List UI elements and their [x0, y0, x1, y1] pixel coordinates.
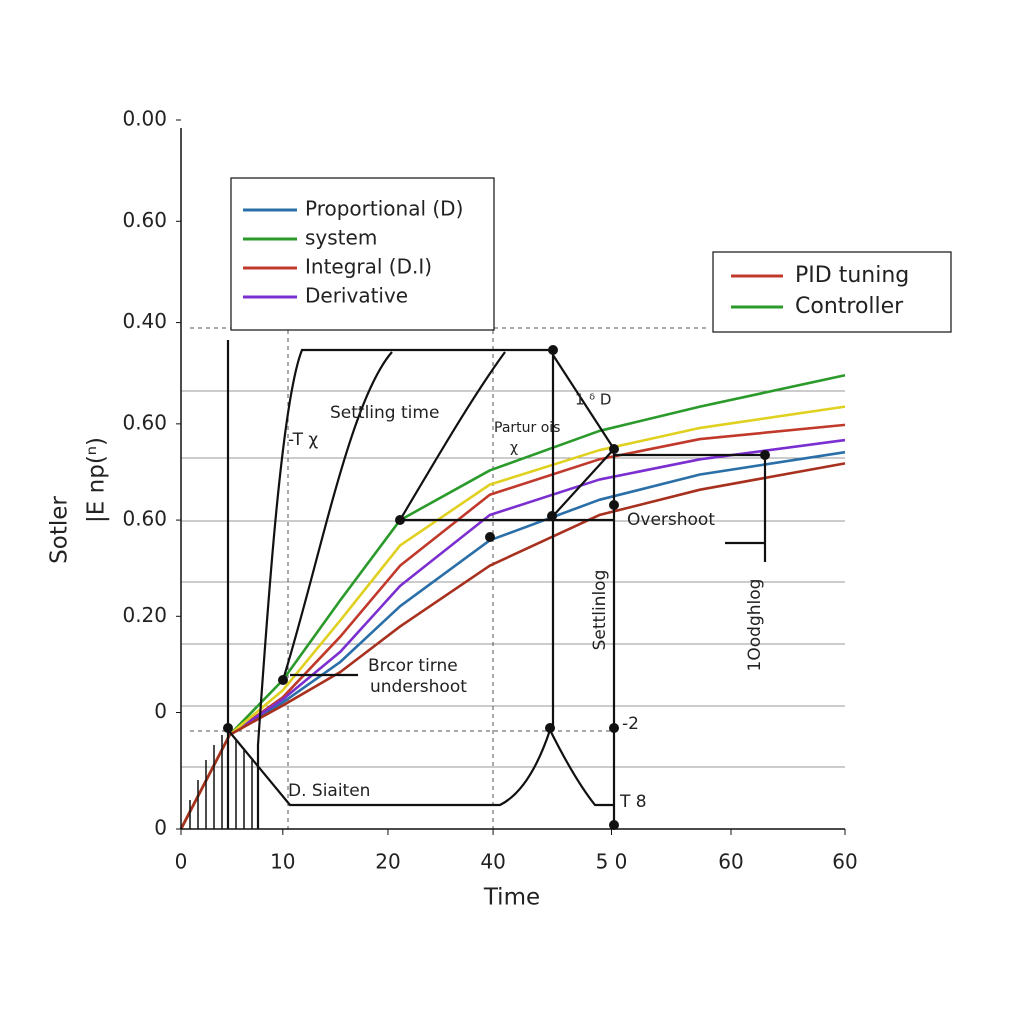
x-axis-title: Time: [483, 885, 540, 911]
annotation: -T χ: [288, 430, 318, 450]
y-tick-label: 0.60: [122, 208, 167, 232]
y-axis-title: |E np(ⁿ): [84, 437, 110, 523]
annotation: 1Oodghlog: [745, 579, 765, 672]
y-tick-label: 0: [154, 816, 167, 840]
annotation: -2: [622, 714, 639, 734]
annotation-shapes: [189, 340, 770, 830]
response-curve: [281, 351, 393, 681]
series-line: [179, 405, 846, 830]
annotation: undershoot: [370, 677, 467, 697]
x-tick-label: 60: [718, 850, 743, 874]
x-tick-label: 40: [480, 850, 505, 874]
annotation: 1 ᵟ D: [575, 391, 611, 409]
legend-label: Derivative: [305, 284, 408, 308]
legend: [712, 251, 952, 333]
y-tick-label: 0.60: [122, 507, 167, 531]
annotation: D. Siaiten: [288, 781, 370, 801]
x-tick-label: 0: [175, 850, 188, 874]
x-tick-label: 60: [832, 850, 857, 874]
annotation: Brcor tirne: [368, 656, 458, 676]
series-line: [179, 438, 846, 830]
response-curve: [399, 351, 506, 521]
annotations: Settling time -T χ Partur ois χ 1 ᵟ D Ov…: [288, 391, 765, 813]
x-tick-label: 20: [375, 850, 400, 874]
y-tick-label: 0.20: [122, 603, 167, 627]
dots: [223, 345, 770, 830]
legend: [230, 177, 495, 331]
x-tick-label: 5 0: [596, 850, 628, 874]
legend-label: Controller: [795, 294, 904, 319]
legend-label: Proportional (D): [305, 197, 463, 221]
response-curve: [256, 348, 553, 829]
series-line: [179, 462, 846, 830]
hatching: [189, 735, 253, 829]
annotation: Settling time: [330, 403, 439, 423]
y-tick-label: 0.40: [122, 309, 167, 333]
annotation: χ: [510, 440, 518, 456]
y-tick-label: 0.00: [122, 107, 167, 131]
annotation: Partur ois: [494, 420, 560, 436]
annotation: Overshoot: [627, 510, 715, 530]
legend-label: Integral (D.I): [305, 255, 432, 279]
annotation: Settlinlog: [590, 570, 610, 651]
legend-label: system: [305, 226, 377, 250]
y-axis-title: Sotler: [47, 496, 73, 564]
y-tick-label: 0: [154, 699, 167, 723]
y-tick-label: 0.60: [122, 410, 167, 434]
legend-label: PID tuning: [795, 263, 909, 288]
x-tick-label: 10: [270, 850, 295, 874]
annotation: T 8: [619, 792, 647, 812]
